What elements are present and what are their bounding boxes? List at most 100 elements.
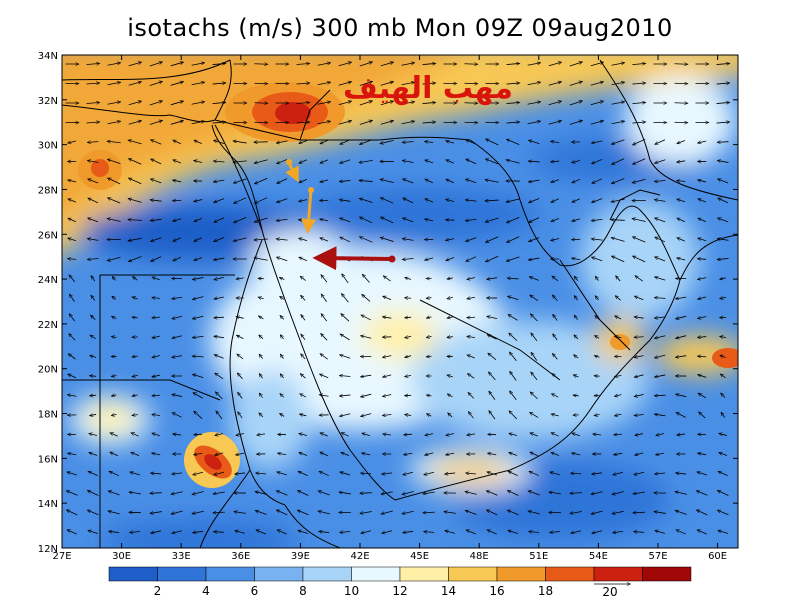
wind-vector [173, 434, 182, 435]
wind-vector [112, 376, 117, 377]
wind-vector [89, 453, 98, 456]
wind-vector [383, 374, 392, 377]
colorbar-label: 2 [154, 584, 162, 598]
wind-vector [616, 276, 621, 282]
wind-vector [614, 434, 623, 435]
wind-vector [529, 237, 540, 242]
wind-vector [551, 179, 560, 183]
wind-vector [612, 158, 625, 165]
wind-vector [193, 336, 204, 337]
wind-vector [69, 275, 76, 283]
wind-vector [615, 296, 621, 301]
wind-vector [590, 121, 603, 125]
wind-vector [506, 160, 520, 164]
wind-vector [128, 140, 142, 145]
wind-vector [509, 452, 518, 456]
wind-vector [361, 530, 372, 533]
wind-vector [655, 237, 666, 243]
wind-vector [403, 239, 414, 241]
wind-vector [129, 256, 142, 261]
wind-vector [214, 297, 224, 299]
wind-vector [362, 433, 370, 437]
wind-vector [572, 433, 580, 437]
wind-vector [466, 179, 477, 184]
wind-vector [574, 355, 579, 359]
wind-vector [193, 277, 204, 279]
wind-vector [90, 376, 97, 377]
wind-vector [214, 471, 225, 474]
wind-vector [510, 352, 517, 362]
wind-vector [718, 471, 728, 476]
wind-vector [510, 372, 517, 381]
wind-vector [677, 161, 686, 162]
wind-vector [590, 82, 603, 86]
wind-vector [718, 179, 729, 184]
wind-vector [425, 219, 434, 221]
wind-vector [592, 140, 603, 143]
wind-vector [655, 335, 666, 338]
wind-vector [171, 491, 183, 494]
wind-vector [342, 294, 349, 303]
wind-vector [296, 63, 310, 64]
wind-vector [570, 511, 582, 514]
colorbar-label: 10 [344, 584, 359, 598]
wind-vector [68, 199, 76, 203]
wind-vector [280, 297, 285, 300]
wind-vector [594, 395, 600, 396]
wind-vector [425, 142, 434, 143]
wind-vector [90, 355, 97, 357]
wind-vector [552, 374, 559, 379]
wind-vector [506, 122, 520, 123]
wind-vector [214, 198, 225, 203]
wind-vector [698, 375, 707, 378]
wind-vector [300, 374, 306, 379]
wind-vector [383, 276, 391, 282]
wind-vector [506, 198, 520, 202]
wind-vector [527, 63, 541, 66]
wind-vector [596, 276, 599, 281]
wind-vector [611, 63, 625, 66]
wind-vector [193, 393, 203, 399]
wind-vector [88, 179, 99, 184]
wind-vector [612, 491, 624, 494]
wind-vector [277, 140, 288, 143]
latitude-axis: 34N 32N 30N 28N 26N 24N 22N 20N 18N 16N 14N 12N [38, 51, 738, 555]
wind-vector [530, 452, 539, 457]
wind-vector [716, 122, 730, 123]
wind-vector [341, 452, 350, 456]
wind-vector [382, 473, 393, 474]
wind-vector [592, 219, 603, 220]
wind-vector [486, 255, 499, 261]
wind-vector [403, 198, 414, 204]
wind-vector [107, 218, 121, 222]
wind-vector [194, 140, 202, 145]
wind-vector [128, 220, 142, 221]
wind-vector [128, 121, 142, 125]
wind-vector [611, 198, 625, 202]
wind-vector [677, 434, 686, 435]
wind-vector [445, 531, 456, 534]
wind-vector [548, 101, 561, 106]
wind-vector [632, 63, 646, 64]
wind-vector [611, 82, 625, 86]
wind-vector [635, 394, 644, 396]
wind-vector [320, 139, 328, 143]
wind-vector [422, 63, 436, 64]
wind-vector [405, 278, 412, 280]
wind-vector [549, 492, 561, 494]
orange-arrow-lower-tail [308, 187, 314, 193]
wind-vector [447, 297, 453, 298]
wind-vector [212, 83, 226, 84]
wind-vector [152, 375, 160, 377]
wind-vector [676, 356, 687, 358]
wind-vector [676, 473, 687, 474]
wind-vector [172, 297, 183, 299]
wind-vector [107, 141, 121, 142]
wind-vector [655, 159, 666, 163]
wind-vector [402, 491, 414, 494]
wind-vector [214, 336, 224, 337]
wind-vector [107, 102, 121, 105]
wind-vector [149, 101, 162, 106]
wind-vector [298, 510, 309, 516]
wind-vector [112, 316, 117, 318]
